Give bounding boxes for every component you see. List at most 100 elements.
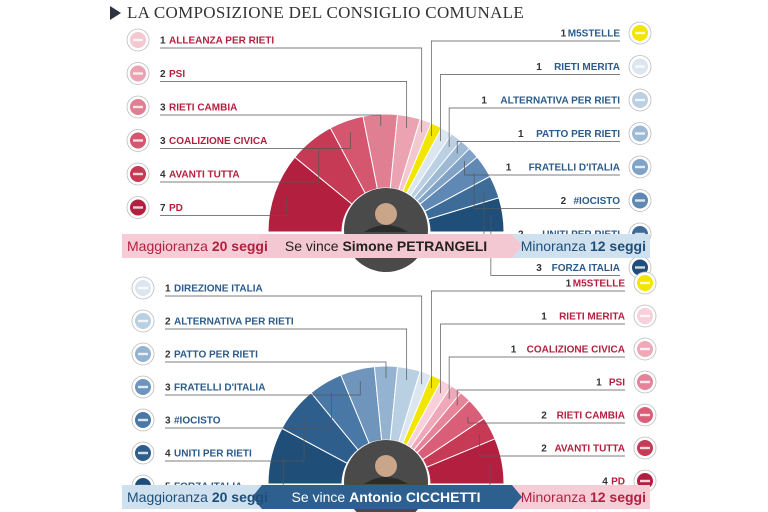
leader-line <box>160 81 408 129</box>
direzione-italia-logo <box>131 276 155 300</box>
m5stelle-logo <box>628 21 652 45</box>
logo-mark <box>138 418 148 422</box>
logo-mark <box>640 314 650 318</box>
leader-line <box>448 356 625 399</box>
leader-line <box>165 393 332 429</box>
coalizione-civica-logo <box>126 129 150 152</box>
alternativa-per-rieti-logo <box>131 309 155 333</box>
logo-mark <box>640 413 650 417</box>
candidate-face <box>375 455 397 477</box>
logo-mark <box>133 72 143 75</box>
candidate-name: Antonio CICCHETTI <box>349 489 480 505</box>
party-label: PD <box>169 203 183 214</box>
logo-mark <box>138 286 148 290</box>
leader-line <box>160 150 320 183</box>
party-label: ALLEANZA PER RIETI <box>169 36 274 47</box>
logo-mark <box>138 385 148 389</box>
logo-mark <box>133 139 143 142</box>
logo-mark <box>635 65 645 68</box>
logo-mark <box>138 451 148 455</box>
iocisto-logo <box>131 408 155 432</box>
minority-label: Minoranza 12 seggi <box>521 489 646 505</box>
party-label: M5STELLE <box>573 279 626 290</box>
logo-mark <box>640 380 650 384</box>
seat-count: 1 <box>511 345 517 356</box>
slice-forza-italia <box>427 197 505 233</box>
seat-count: 1 <box>165 284 171 295</box>
party-label: #IOCISTO <box>174 416 221 427</box>
psi-logo <box>126 62 150 85</box>
minority-seats: 12 seggi <box>590 489 646 505</box>
party-label: PATTO PER RIETI <box>174 350 258 361</box>
party-label: PD <box>611 477 625 488</box>
avanti-tutta-logo <box>126 162 150 186</box>
fratelli-italia-logo <box>131 375 155 399</box>
seat-count: 1 <box>536 62 542 73</box>
patto-per-rieti-logo <box>628 122 652 145</box>
psi-logo <box>633 370 657 394</box>
party-label: UNITI PER RIETI <box>174 449 252 460</box>
avanti-tutta-logo <box>633 436 657 460</box>
party-label: FRATELLI D'ITALIA <box>174 383 265 394</box>
coalizione-civica-logo <box>633 337 657 361</box>
party-label: M5STELLE <box>568 29 621 40</box>
uniti-per-rieti-logo <box>131 441 155 465</box>
logo-mark <box>133 172 143 176</box>
leader-line <box>456 389 625 406</box>
leader-line <box>165 381 361 396</box>
scenario-banner <box>252 485 522 509</box>
leader-line <box>165 416 305 462</box>
seat-count: 3 <box>160 136 166 147</box>
leader-line <box>473 173 620 209</box>
seat-count: 1 <box>481 96 487 107</box>
rieti-cambia-logo <box>633 403 657 427</box>
leader-line <box>160 196 287 216</box>
seat-count: 1 <box>518 129 524 140</box>
seat-count: 1 <box>561 29 567 40</box>
leader-line <box>430 290 625 389</box>
party-label: COALIZIONE CIVICA <box>169 136 267 147</box>
leader-line <box>430 40 620 137</box>
majority-label: Maggioranza 20 seggi <box>127 238 268 254</box>
majority-seats: 20 seggi <box>212 489 268 505</box>
seat-count: 2 <box>541 411 547 422</box>
rieti-cambia-logo <box>126 95 150 119</box>
logo-mark <box>133 38 143 42</box>
logo-mark <box>635 266 645 269</box>
party-label: FRATELLI D'ITALIA <box>529 163 620 174</box>
seat-count: 2 <box>160 69 166 80</box>
party-label: COALIZIONE CIVICA <box>527 345 625 356</box>
leader-line <box>440 323 625 394</box>
party-label: PSI <box>609 378 625 389</box>
seat-count: 2 <box>165 350 171 361</box>
slice-pd <box>425 438 505 485</box>
scenario-banner <box>252 234 522 258</box>
rieti-merita-logo <box>633 304 657 328</box>
party-label: #IOCISTO <box>574 196 621 207</box>
slice-pd <box>267 156 353 233</box>
leader-line <box>160 47 423 133</box>
m5stelle-logo <box>633 271 657 295</box>
candidate-face <box>375 203 397 225</box>
logo-mark <box>635 199 645 202</box>
leader-line <box>160 132 351 149</box>
leader-line <box>479 434 625 457</box>
party-label: FORZA ITALIA <box>552 263 620 274</box>
logo-mark <box>640 281 650 285</box>
pd-logo <box>126 196 150 219</box>
party-label: RIETI CAMBIA <box>557 411 625 422</box>
iocisto-logo <box>628 189 652 212</box>
seat-count: 4 <box>160 170 166 181</box>
page-title: LA COMPOSIZIONE DEL CONSIGLIO COMUNALE <box>127 3 525 22</box>
minority-seats: 12 seggi <box>590 238 646 254</box>
logo-mark <box>133 206 143 209</box>
party-label: DIREZIONE ITALIA <box>174 284 263 295</box>
logo-mark <box>138 319 148 323</box>
alleanza-per-rieti-logo <box>126 28 150 52</box>
majority-label: Maggioranza 20 seggi <box>127 489 268 505</box>
logo-mark <box>635 31 645 35</box>
seat-count: 2 <box>541 444 547 455</box>
logo-mark <box>635 165 645 169</box>
logo-mark <box>640 347 650 351</box>
